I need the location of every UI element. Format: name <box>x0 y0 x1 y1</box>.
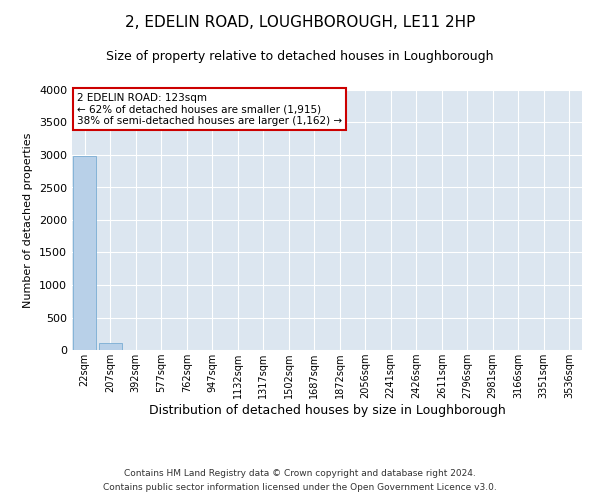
Text: Contains HM Land Registry data © Crown copyright and database right 2024.: Contains HM Land Registry data © Crown c… <box>124 468 476 477</box>
Y-axis label: Number of detached properties: Number of detached properties <box>23 132 34 308</box>
Text: Contains public sector information licensed under the Open Government Licence v3: Contains public sector information licen… <box>103 484 497 492</box>
X-axis label: Distribution of detached houses by size in Loughborough: Distribution of detached houses by size … <box>149 404 505 417</box>
Bar <box>73 156 96 350</box>
Text: 2 EDELIN ROAD: 123sqm
← 62% of detached houses are smaller (1,915)
38% of semi-d: 2 EDELIN ROAD: 123sqm ← 62% of detached … <box>77 92 342 126</box>
Bar <box>99 342 122 350</box>
Text: Size of property relative to detached houses in Loughborough: Size of property relative to detached ho… <box>106 50 494 63</box>
Text: 2, EDELIN ROAD, LOUGHBOROUGH, LE11 2HP: 2, EDELIN ROAD, LOUGHBOROUGH, LE11 2HP <box>125 15 475 30</box>
